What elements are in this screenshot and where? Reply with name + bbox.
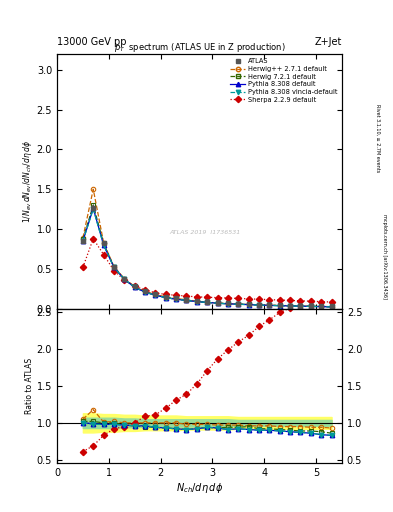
Text: Z+Jet: Z+Jet xyxy=(314,37,342,47)
X-axis label: $N_{ch}/d\eta\,d\phi$: $N_{ch}/d\eta\,d\phi$ xyxy=(176,481,223,495)
Text: 13000 GeV pp: 13000 GeV pp xyxy=(57,37,127,47)
Text: Rivet 3.1.10, ≥ 2.7M events: Rivet 3.1.10, ≥ 2.7M events xyxy=(376,104,380,173)
Y-axis label: $1/N_{ev}\,dN_{ev}/dN_{ch}/d\eta\,d\phi$: $1/N_{ev}\,dN_{ev}/dN_{ch}/d\eta\,d\phi$ xyxy=(21,140,34,223)
Title: $p_T$  spectrum (ATLAS UE in Z production): $p_T$ spectrum (ATLAS UE in Z production… xyxy=(114,41,285,54)
Y-axis label: Ratio to ATLAS: Ratio to ATLAS xyxy=(25,358,34,414)
Legend: ATLAS, Herwig++ 2.7.1 default, Herwig 7.2.1 default, Pythia 8.308 default, Pythi: ATLAS, Herwig++ 2.7.1 default, Herwig 7.… xyxy=(229,57,339,104)
Text: ATLAS 2019  I1736531: ATLAS 2019 I1736531 xyxy=(169,230,241,235)
Text: mcplots.cern.ch [arXiv:1306.3436]: mcplots.cern.ch [arXiv:1306.3436] xyxy=(382,214,387,298)
